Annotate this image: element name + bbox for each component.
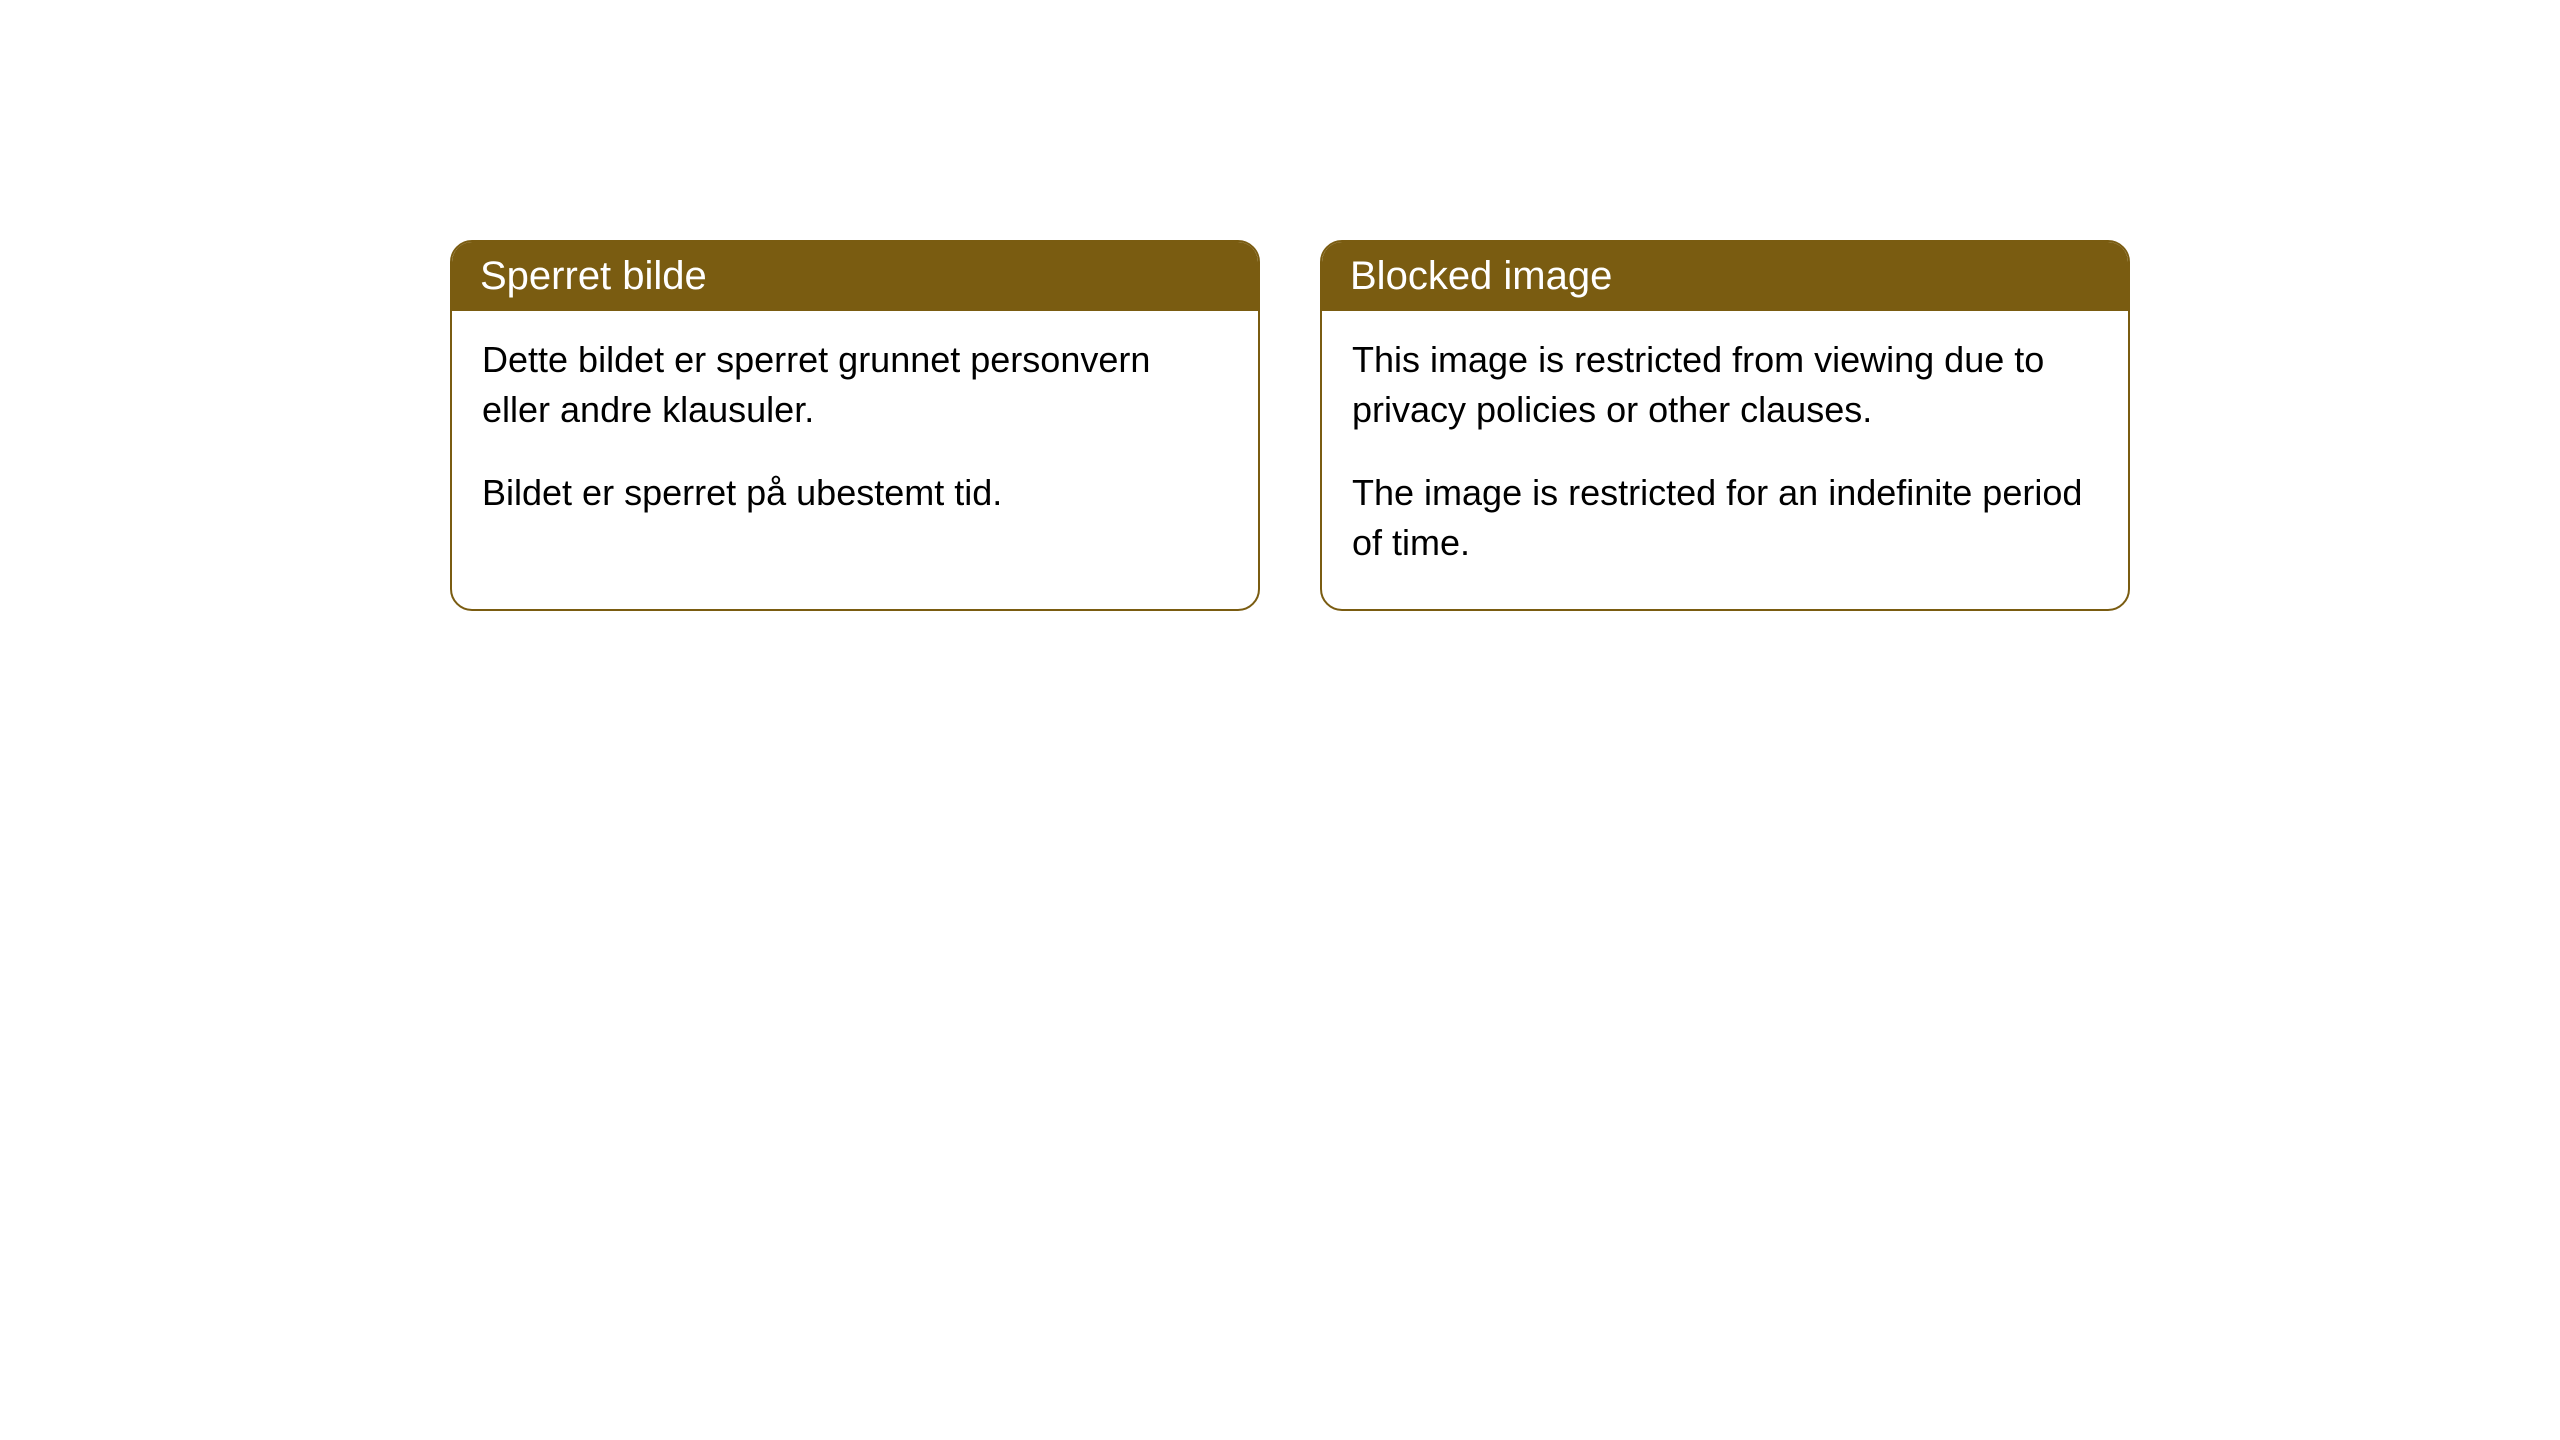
card-header-english: Blocked image: [1322, 242, 2128, 311]
card-norwegian: Sperret bilde Dette bildet er sperret gr…: [450, 240, 1260, 611]
cards-container: Sperret bilde Dette bildet er sperret gr…: [0, 0, 2560, 611]
card-header-norwegian: Sperret bilde: [452, 242, 1258, 311]
card-body-english: This image is restricted from viewing du…: [1322, 311, 2128, 609]
card-paragraph: This image is restricted from viewing du…: [1352, 335, 2098, 436]
card-paragraph: The image is restricted for an indefinit…: [1352, 468, 2098, 569]
card-paragraph: Bildet er sperret på ubestemt tid.: [482, 468, 1228, 518]
card-body-norwegian: Dette bildet er sperret grunnet personve…: [452, 311, 1258, 558]
card-paragraph: Dette bildet er sperret grunnet personve…: [482, 335, 1228, 436]
card-english: Blocked image This image is restricted f…: [1320, 240, 2130, 611]
